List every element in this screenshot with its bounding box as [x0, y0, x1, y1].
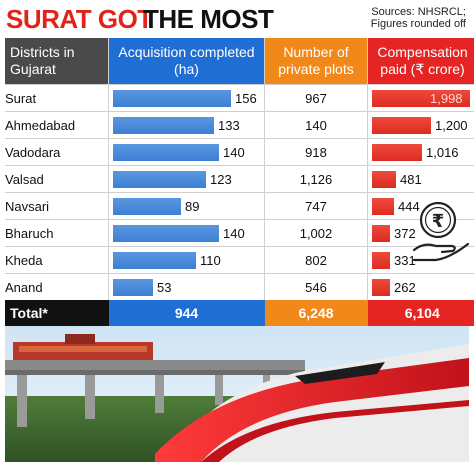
plots-header: Number of private plots [264, 38, 368, 85]
train-illustration [5, 326, 469, 462]
data-table: Districts in Gujarat Acquisition complet… [5, 38, 474, 326]
title-highlight: SURAT GOT [6, 4, 153, 34]
compensation-value: 372 [394, 226, 416, 241]
acquisition-bar [113, 225, 219, 242]
acquisition-value: 89 [185, 199, 200, 214]
acquisition-cell: 89 [108, 192, 265, 220]
table-row: Ahmedabad 133 140 1,200 [5, 111, 474, 139]
title-rest: THE MOST [143, 4, 274, 34]
plots-value: 747 [264, 192, 368, 220]
plots-value: 1,126 [264, 165, 368, 193]
compensation-bar [372, 144, 422, 161]
district-name: Navsari [5, 192, 109, 220]
bullet-train-photo [5, 326, 469, 462]
title-bar: SURAT GOT THE MOST Sources: NHSRCL; Figu… [0, 0, 474, 38]
acquisition-value: 156 [235, 91, 257, 106]
compensation-bar [372, 90, 470, 107]
compensation-value: 481 [400, 172, 422, 187]
total-acquisition: 944 [108, 300, 265, 326]
acquisition-bar [113, 252, 196, 269]
acquisition-value: 140 [223, 145, 245, 160]
district-name: Surat [5, 84, 109, 112]
total-row: Total* 944 6,248 6,104 [5, 300, 474, 326]
sources-line: Sources: NHSRCL; [371, 6, 466, 18]
plots-value: 140 [264, 111, 368, 139]
acquisition-value: 133 [218, 118, 240, 133]
compensation-bar [372, 117, 431, 134]
plots-value: 1,002 [264, 219, 368, 247]
table-row: Surat 156 967 1,998 [5, 84, 474, 112]
table-row: Anand 53 546 262 [5, 273, 474, 300]
acquisition-bar [113, 198, 181, 215]
compensation-bar [372, 171, 396, 188]
acquisition-cell: 140 [108, 219, 265, 247]
district-name: Anand [5, 273, 109, 300]
acquisition-value: 140 [223, 226, 245, 241]
district-header: Districts in Gujarat [5, 38, 109, 85]
compensation-value: 1,998 [430, 91, 463, 106]
compensation-bar [372, 198, 394, 215]
district-name: Vadodara [5, 138, 109, 166]
acquisition-cell: 140 [108, 138, 265, 166]
acquisition-value: 110 [200, 253, 221, 268]
acquisition-header: Acquisition completed (ha) [108, 38, 265, 85]
compensation-cell: 1,016 [367, 138, 474, 166]
acquisition-cell: 133 [108, 111, 265, 139]
acquisition-bar [113, 144, 219, 161]
compensation-bar [372, 225, 390, 242]
header-row: Districts in Gujarat Acquisition complet… [5, 38, 474, 85]
table-row: Bharuch 140 1,002 372 [5, 219, 474, 247]
compensation-cell: 1,200 [367, 111, 474, 139]
compensation-bar [372, 279, 390, 296]
total-compensation: 6,104 [367, 300, 474, 326]
district-name: Bharuch [5, 219, 109, 247]
compensation-bar [372, 252, 390, 269]
acquisition-cell: 110 [108, 246, 265, 274]
sources-note: Sources: NHSRCL; Figures rounded off [371, 6, 466, 30]
table-row: Valsad 123 1,126 481 [5, 165, 474, 193]
compensation-value: 1,200 [435, 118, 468, 133]
table-body: Surat 156 967 1,998 Ahmedabad 133 140 1,200 Vado… [5, 84, 474, 300]
svg-text:₹: ₹ [432, 211, 445, 232]
acquisition-bar [113, 171, 206, 188]
compensation-value: 331 [394, 253, 416, 268]
plots-value: 918 [264, 138, 368, 166]
compensation-value: 444 [398, 199, 420, 214]
rounding-note: Figures rounded off [370, 18, 466, 30]
acquisition-value: 53 [157, 280, 172, 295]
acquisition-bar [113, 90, 231, 107]
total-label: Total* [5, 300, 109, 326]
table-row: Kheda 110 802 331 [5, 246, 474, 274]
acquisition-cell: 123 [108, 165, 265, 193]
rupee-hand-icon: ₹ [412, 201, 470, 262]
acquisition-cell: 156 [108, 84, 265, 112]
acquisition-bar [113, 279, 153, 296]
plots-value: 802 [264, 246, 368, 274]
compensation-value: 262 [394, 280, 416, 295]
district-name: Valsad [5, 165, 109, 193]
total-plots: 6,248 [264, 300, 368, 326]
plots-value: 967 [264, 84, 368, 112]
compensation-header: Compensation paid (₹ crore) [367, 38, 474, 85]
district-name: Kheda [5, 246, 109, 274]
acquisition-bar [113, 117, 214, 134]
plots-value: 546 [264, 273, 368, 300]
acquisition-value: 123 [210, 172, 232, 187]
compensation-cell: 1,998 [367, 84, 474, 112]
compensation-cell: 262 [367, 273, 474, 300]
compensation-value: 1,016 [426, 145, 459, 160]
acquisition-cell: 53 [108, 273, 265, 300]
table-row: Navsari 89 747 444 [5, 192, 474, 220]
district-name: Ahmedabad [5, 111, 109, 139]
table-row: Vadodara 140 918 1,016 [5, 138, 474, 166]
compensation-cell: 481 [367, 165, 474, 193]
